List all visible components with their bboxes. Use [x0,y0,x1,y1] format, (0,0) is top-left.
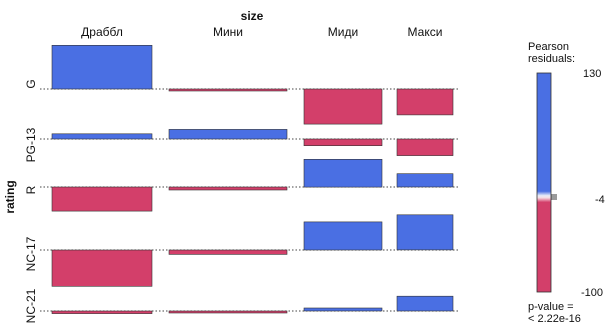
residual-bar-r-2 [168,186,288,191]
col-label-1: Мини [213,25,243,39]
residual-bar-g-3 [303,88,383,125]
residual-bar-nc-17-4 [396,214,454,251]
col-label-2: Миди [328,25,358,39]
col-variable-label: size [241,9,264,23]
residual-bar-r-1 [51,186,153,212]
row-variable-label: rating [3,180,17,213]
residual-bar-nc-21-4 [396,295,454,312]
row-label-4: NC-21 [24,288,38,323]
row-label-3: NC-17 [24,236,38,271]
residual-bar-r-3 [303,159,383,188]
residual-bar-r-4 [396,173,454,188]
p-value: < 2.22e-16 [528,313,581,325]
residual-bar-pg-13-2 [168,129,288,140]
col-label-3: Макси [408,25,443,39]
residual-bar-g-1 [51,44,153,90]
legend-title-line-1: Pearson [528,41,569,53]
legend-title-line-2: residuals: [528,53,575,65]
residual-bar-nc-21-2 [168,310,288,314]
p-value-label: p-value = [528,301,574,313]
residual-bar-nc-17-3 [303,221,383,251]
residual-bar-g-4 [396,88,454,116]
residual-bar-pg-13-4 [396,138,454,156]
legend-mid-label: -4 [595,194,605,206]
residual-bar-nc-21-3 [303,307,383,312]
residual-bar-pg-13-3 [303,138,383,146]
row-label-0: G [24,79,38,88]
residual-bar-g-2 [168,88,288,92]
legend-max-label: 130 [583,68,601,80]
col-label-0: Драббл [81,25,123,39]
residual-bar-nc-17-1 [51,249,153,287]
legend-color-bar [536,72,552,293]
plot-marks [40,44,458,314]
legend: Pearson residuals: 130 -4 -100 p-value =… [528,41,605,325]
row-label-2: R [24,185,38,194]
residual-bar-nc-17-2 [168,249,288,255]
row-label-1: PG-13 [24,127,38,162]
residual-bar-nc-21-1 [51,310,153,314]
residual-bar-pg-13-1 [51,133,153,140]
legend-min-label: -100 [581,287,603,299]
